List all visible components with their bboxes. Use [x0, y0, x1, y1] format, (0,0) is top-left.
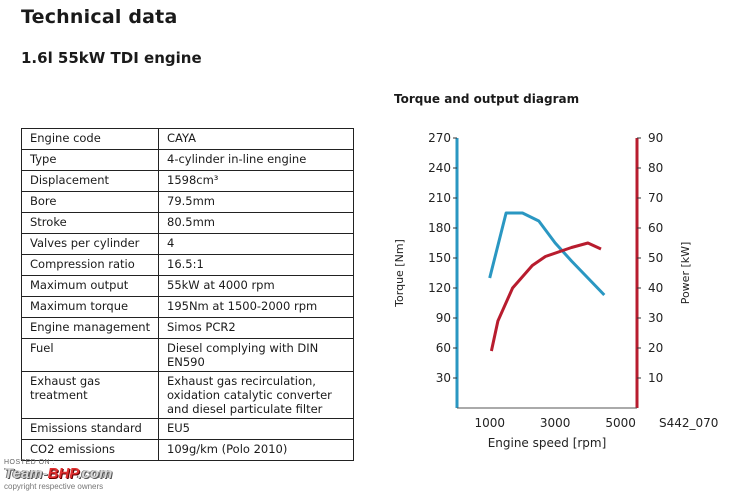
- spec-row: Maximum output 55kW at 4000 rpm: [21, 275, 354, 297]
- diagram-title: Torque and output diagram: [394, 92, 580, 106]
- torque-series-line: [488, 211, 606, 297]
- spec-value: 109g/km (Polo 2010): [158, 439, 354, 461]
- spec-value: EU5: [158, 418, 354, 440]
- chart-labels: 30 60 90 120 150 180 210 240 270 10 20 30 40 50 60 70 80…: [393, 131, 718, 450]
- spec-row: CO2 emissions 109g/km (Polo 2010): [21, 439, 354, 461]
- y-left-tick-label: 210: [428, 191, 451, 205]
- spec-label: Maximum torque: [21, 296, 159, 318]
- y-left-tick-label: 240: [428, 161, 451, 175]
- watermark-hosted-on: HOSTED ON :: [4, 459, 56, 466]
- chart-axes: [453, 137, 641, 409]
- x-tick-label: 5000: [605, 416, 636, 430]
- spec-row: Engine code CAYA: [21, 128, 354, 150]
- y-left-tick-label: 30: [436, 371, 451, 385]
- spec-label: Compression ratio: [21, 254, 159, 276]
- spec-label: Engine management: [21, 317, 159, 339]
- x-tick-label: 3000: [540, 416, 571, 430]
- spec-row: Engine management Simos PCR2: [21, 317, 354, 339]
- x-tick-label: 1000: [474, 416, 505, 430]
- y-right-tick-label: 30: [648, 311, 663, 325]
- watermark: HOSTED ON : Team-BHP.com copyright respe…: [4, 459, 112, 491]
- spec-row: Bore 79.5mm: [21, 191, 354, 213]
- figure-code: S442_070: [659, 416, 718, 430]
- spec-value: 80.5mm: [158, 212, 354, 234]
- chart-series: [488, 211, 606, 352]
- spec-row: Valves per cylinder 4: [21, 233, 354, 255]
- power-series-line: [489, 241, 602, 352]
- y-left-tick-label: 90: [436, 311, 451, 325]
- spec-value: 1598cm³: [158, 170, 354, 192]
- spec-row: Compression ratio 16.5:1: [21, 254, 354, 276]
- y-right-tick-label: 20: [648, 341, 663, 355]
- spec-table: Engine code CAYA Type 4-cylinder in-line en…: [21, 128, 354, 461]
- spec-label: Valves per cylinder: [21, 233, 159, 255]
- spec-value: 4: [158, 233, 354, 255]
- watermark-logo: Team-BHP.com: [4, 466, 112, 482]
- y-left-axis-label: Torque [Nm]: [393, 239, 406, 308]
- watermark-brand-bhp: BHP: [47, 465, 78, 482]
- spec-value: 55kW at 4000 rpm: [158, 275, 354, 297]
- y-left-tick-label: 180: [428, 221, 451, 235]
- spec-label: Emissions standard: [21, 418, 159, 440]
- engine-subtitle: 1.6l 55kW TDI engine: [21, 49, 202, 67]
- y-right-tick-label: 80: [648, 161, 663, 175]
- spec-label: Fuel: [21, 338, 159, 372]
- spec-row: Fuel Diesel complying with DIN EN590: [21, 338, 354, 372]
- spec-label: Engine code: [21, 128, 159, 150]
- spec-value: Exhaust gas recirculation, oxidation cat…: [158, 371, 354, 419]
- spec-value: CAYA: [158, 128, 354, 150]
- spec-label: Exhaust gas treatment: [21, 371, 159, 419]
- spec-row: Type 4-cylinder in-line engine: [21, 149, 354, 171]
- watermark-copyright: copyright respective owners: [4, 482, 104, 491]
- y-left-tick-label: 270: [428, 131, 451, 145]
- y-right-axis-label: Power [kW]: [679, 242, 692, 305]
- spec-label: Displacement: [21, 170, 159, 192]
- y-right-tick-label: 70: [648, 191, 663, 205]
- y-left-tick-label: 150: [428, 251, 451, 265]
- y-left-tick-label: 120: [428, 281, 451, 295]
- y-right-tick-label: 60: [648, 221, 663, 235]
- spec-label: Type: [21, 149, 159, 171]
- spec-row: Stroke 80.5mm: [21, 212, 354, 234]
- spec-row: Exhaust gas treatment Exhaust gas recircu…: [21, 371, 354, 419]
- y-right-tick-label: 10: [648, 371, 663, 385]
- spec-row: Maximum torque 195Nm at 1500-2000 rpm: [21, 296, 354, 318]
- spec-value: Diesel complying with DIN EN590: [158, 338, 354, 372]
- spec-value: 16.5:1: [158, 254, 354, 276]
- spec-label: Maximum output: [21, 275, 159, 297]
- spec-label: Bore: [21, 191, 159, 213]
- spec-row: Emissions standard EU5: [21, 418, 354, 440]
- spec-value: 79.5mm: [158, 191, 354, 213]
- spec-value: 195Nm at 1500-2000 rpm: [158, 296, 354, 318]
- y-right-tick-label: 40: [648, 281, 663, 295]
- spec-row: Displacement 1598cm³: [21, 170, 354, 192]
- watermark-brand-suffix: .com: [77, 465, 113, 482]
- spec-value: 4-cylinder in-line engine: [158, 149, 354, 171]
- y-right-tick-label: 50: [648, 251, 663, 265]
- page-title: Technical data: [21, 6, 178, 28]
- y-right-tick-label: 90: [648, 131, 663, 145]
- y-left-tick-label: 60: [436, 341, 451, 355]
- spec-label: Stroke: [21, 212, 159, 234]
- spec-label: CO2 emissions: [21, 439, 159, 461]
- x-axis-label: Engine speed [rpm]: [488, 436, 607, 450]
- watermark-brand-prefix: Team-: [4, 465, 48, 482]
- spec-value: Simos PCR2: [158, 317, 354, 339]
